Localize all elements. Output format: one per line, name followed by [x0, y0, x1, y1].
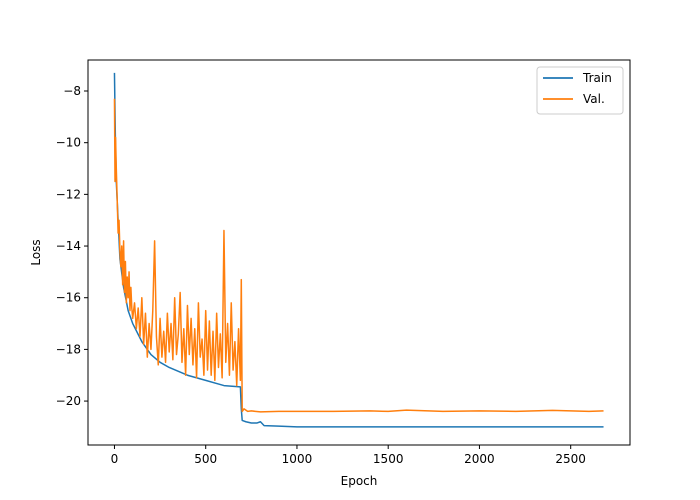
- x-axis-label: Epoch: [341, 474, 378, 488]
- plot-frame: [87, 59, 631, 446]
- y-tick-label: −16: [56, 291, 81, 305]
- y-axis-ticks: −20 −18 −16 −14 −12 −10 −8: [56, 84, 88, 408]
- legend-train-label: Train: [582, 71, 612, 85]
- y-tick-label: −10: [56, 136, 81, 150]
- x-axis-ticks: 0 500 1000 1500 2000 2500: [111, 445, 586, 466]
- x-tick-label: 0: [111, 452, 119, 466]
- y-tick-label: −20: [56, 394, 81, 408]
- y-tick-label: −12: [56, 187, 81, 201]
- y-tick-label: −8: [63, 84, 81, 98]
- y-tick-label: −18: [56, 342, 81, 356]
- x-tick-label: 2500: [555, 452, 586, 466]
- series-line-val: [113, 98, 604, 413]
- plot-area: [88, 60, 630, 445]
- series-layer: [113, 72, 604, 428]
- legend: Train Val.: [536, 66, 624, 115]
- x-tick-label: 1500: [373, 452, 404, 466]
- x-tick-label: 1000: [282, 452, 313, 466]
- y-tick-label: −14: [56, 239, 81, 253]
- x-tick-label: 500: [194, 452, 217, 466]
- y-axis-label: Loss: [29, 239, 43, 265]
- x-tick-label: 2000: [464, 452, 495, 466]
- legend-val-label: Val.: [583, 92, 605, 106]
